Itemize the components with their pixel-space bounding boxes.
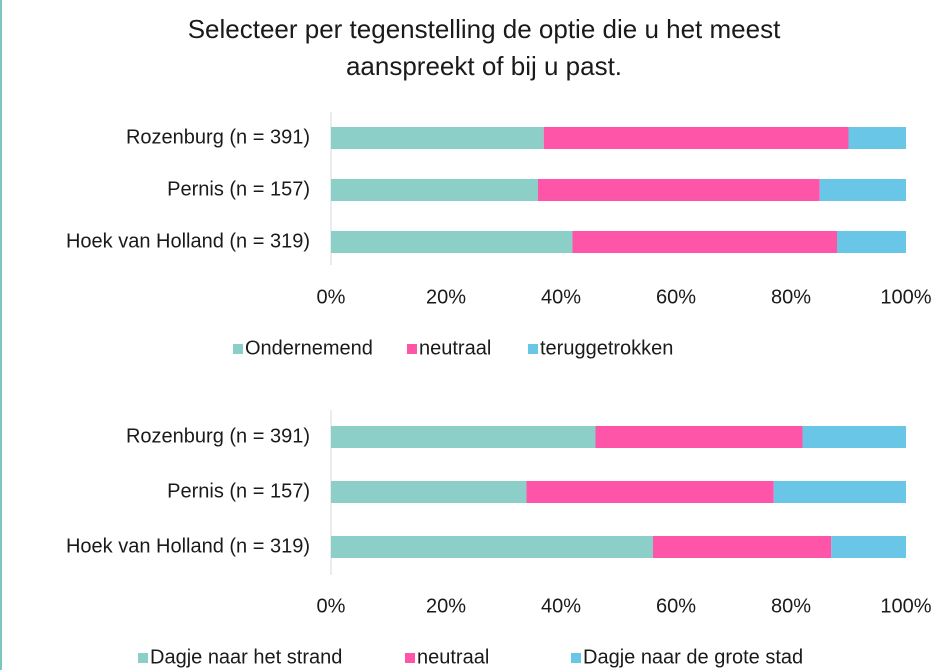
legend-swatch: [138, 653, 148, 663]
x-tick-label: 40%: [541, 286, 581, 308]
bar-segment: [526, 481, 774, 503]
bar-segment: [848, 127, 906, 149]
y-tick-label: Pernis (n = 157): [167, 480, 310, 502]
x-tick-label: 0%: [317, 595, 346, 617]
x-tick-label: 20%: [426, 595, 466, 617]
legend-swatch: [405, 653, 415, 663]
legend-label: Dagje naar de grote stad: [583, 646, 803, 668]
x-tick-label: 60%: [656, 595, 696, 617]
legend-label: teruggetrokken: [540, 337, 673, 359]
bar-segment: [331, 426, 596, 448]
bar-segment: [331, 231, 573, 253]
y-tick-label: Hoek van Holland (n = 319): [66, 230, 310, 252]
bar-segment: [653, 536, 832, 558]
legend-label: Dagje naar het strand: [150, 646, 342, 668]
x-tick-label: 100%: [880, 286, 931, 308]
legend-label: Ondernemend: [245, 337, 373, 359]
bar-segment: [773, 481, 906, 503]
x-tick-label: 100%: [880, 595, 931, 617]
x-tick-label: 20%: [426, 286, 466, 308]
x-tick-label: 40%: [541, 595, 581, 617]
bar-segment: [331, 536, 653, 558]
bar-segment: [543, 127, 849, 149]
legend-swatch: [528, 344, 538, 354]
bar-segment: [331, 179, 538, 201]
legend-label: neutraal: [419, 337, 491, 359]
legend-swatch: [571, 653, 581, 663]
bar-segment: [819, 179, 906, 201]
x-tick-label: 80%: [771, 595, 811, 617]
x-tick-label: 80%: [771, 286, 811, 308]
bar-segment: [331, 481, 527, 503]
y-tick-label: Pernis (n = 157): [167, 178, 310, 200]
y-tick-label: Hoek van Holland (n = 319): [66, 535, 310, 557]
y-tick-label: Rozenburg (n = 391): [126, 126, 310, 148]
bar-segment: [538, 179, 820, 201]
bar-segment: [831, 536, 906, 558]
legend-label: neutraal: [417, 646, 489, 668]
y-tick-label: Rozenburg (n = 391): [126, 425, 310, 447]
bar-segment: [572, 231, 837, 253]
legend-swatch: [233, 344, 243, 354]
chart-title: Selecteer per tegenstelling de optie die…: [188, 14, 781, 44]
chart-title: aanspreekt of bij u past.: [346, 51, 622, 81]
bar-segment: [837, 231, 906, 253]
bar-segment: [331, 127, 544, 149]
legend-swatch: [407, 344, 417, 354]
bar-segment: [802, 426, 906, 448]
bar-segment: [595, 426, 803, 448]
x-tick-label: 60%: [656, 286, 696, 308]
x-tick-label: 0%: [317, 286, 346, 308]
